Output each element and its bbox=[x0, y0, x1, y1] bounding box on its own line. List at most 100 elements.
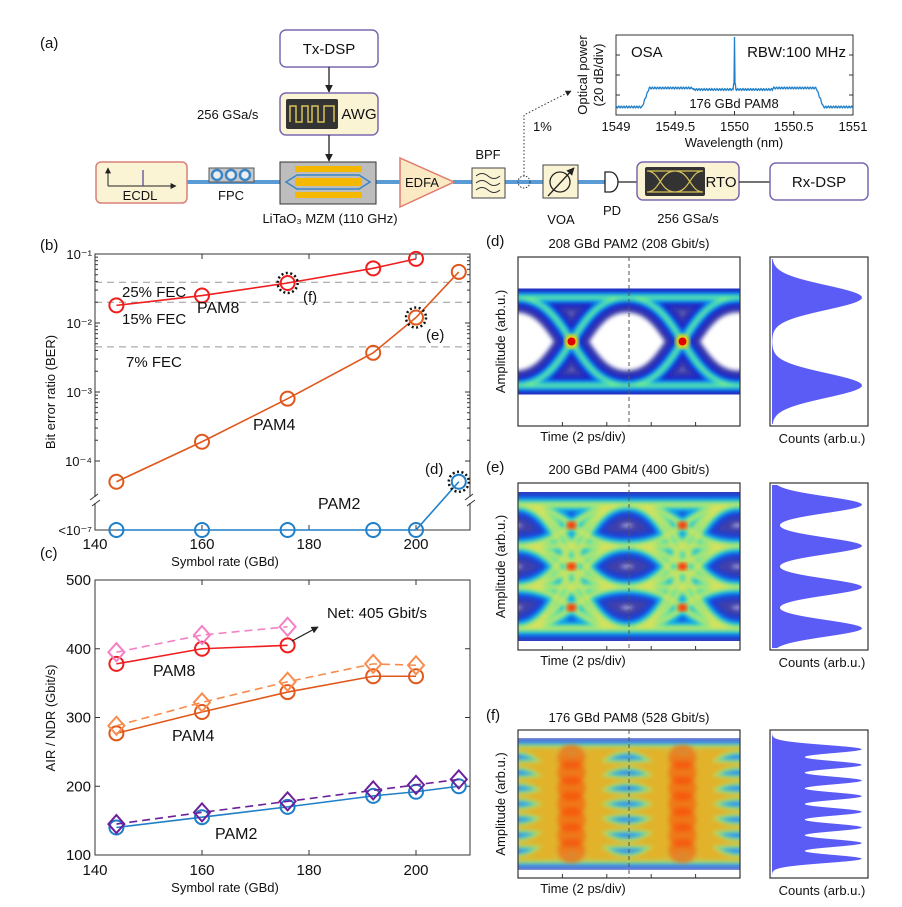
fpc-paddle-icon bbox=[238, 168, 252, 182]
data-point-ndr bbox=[408, 668, 424, 685]
data-point-air bbox=[406, 654, 426, 676]
eye-x-label: Time (2 ps/div) bbox=[540, 653, 625, 668]
data-point-air bbox=[449, 768, 469, 790]
tx-dsp-label: Tx-DSP bbox=[303, 41, 356, 58]
y-axis-label: Bit error ratio (BER) bbox=[43, 335, 58, 449]
amplifier-icon bbox=[399, 156, 456, 209]
histogram-x-label: Counts (arb.u.) bbox=[779, 883, 866, 898]
series-label: PAM2 bbox=[318, 496, 360, 513]
edfa-block: EDFA bbox=[399, 156, 456, 209]
attenuator-icon bbox=[549, 171, 571, 193]
air-chart: (c) 100 200 300 400 500 140 160 180 200 Symbol rat… bbox=[40, 545, 471, 895]
eye-heatmap bbox=[518, 485, 740, 648]
osa-label: OSA bbox=[631, 44, 663, 61]
data-point-ndr bbox=[450, 778, 467, 795]
x-tick-label: 1549 bbox=[602, 119, 631, 134]
data-point-ndr bbox=[365, 787, 382, 804]
data-point-ndr bbox=[194, 640, 210, 657]
x-tick-label: 200 bbox=[403, 862, 428, 879]
y-tick-label: 400 bbox=[66, 641, 91, 658]
data-point-pam2 bbox=[194, 522, 210, 538]
mzm-block: LiTaO₃ MZM (110 GHz) bbox=[262, 161, 398, 226]
series-line-air bbox=[116, 625, 288, 653]
x-tick-label: 140 bbox=[82, 536, 107, 553]
rto-rate: 256 GSa/s bbox=[657, 211, 719, 226]
data-point-air bbox=[363, 779, 383, 801]
y-tick-label: 10⁻⁴ bbox=[65, 454, 92, 469]
edfa-label: EDFA bbox=[405, 175, 439, 190]
series-label: PAM4 bbox=[253, 417, 295, 434]
x-tick-label: 140 bbox=[82, 862, 107, 879]
eye-y-label: Amplitude (arb.u.) bbox=[493, 752, 508, 855]
mzm-label: LiTaO₃ MZM (110 GHz) bbox=[262, 211, 397, 226]
fec-label: 25% FEC bbox=[122, 284, 186, 301]
tap-arrow bbox=[523, 90, 572, 176]
fpc-paddle-icon bbox=[210, 168, 224, 182]
eye-title: 208 GBd PAM2 (208 Gbit/s) bbox=[549, 236, 710, 251]
histogram-x-label: Counts (arb.u.) bbox=[779, 431, 866, 446]
series-label: PAM8 bbox=[153, 663, 195, 680]
data-point-air bbox=[278, 616, 297, 638]
highlight-marker bbox=[404, 306, 428, 329]
data-point-air bbox=[192, 624, 212, 646]
data-point-ndr bbox=[194, 704, 210, 720]
fec-label: 7% FEC bbox=[126, 354, 182, 371]
eye-panel-f: (f) 176 GBd PAM8 (528 Gbit/s) Time (2 ps/d… bbox=[486, 707, 869, 898]
histogram-frame bbox=[769, 729, 869, 879]
histogram-x-label: Counts (arb.u.) bbox=[779, 655, 866, 670]
panel-label-e: (e) bbox=[486, 459, 504, 476]
data-point-air bbox=[107, 641, 126, 663]
data-point-air bbox=[192, 691, 212, 713]
axis-break-icon bbox=[91, 499, 101, 507]
eye-title: 176 GBd PAM8 (528 Gbit/s) bbox=[549, 710, 710, 725]
histogram-fill bbox=[772, 732, 862, 876]
data-point-ndr bbox=[279, 684, 296, 701]
filter-wave-icon bbox=[475, 173, 501, 193]
data-point-ndr bbox=[194, 809, 210, 826]
axis-break-icon bbox=[89, 493, 99, 501]
highlight-marker bbox=[447, 470, 471, 494]
setup-diagram: (a) Tx-DSP AWG 256 GSa/s bbox=[40, 29, 869, 227]
data-point-pam8 bbox=[408, 250, 424, 267]
eye-title: 200 GBd PAM4 (400 Gbit/s) bbox=[549, 462, 710, 477]
voa-block: VOA bbox=[542, 164, 579, 227]
data-point-pam8 bbox=[365, 260, 382, 277]
y-tick-label: 100 bbox=[66, 847, 91, 864]
data-point-pam8 bbox=[108, 297, 125, 314]
y-tick-label: 200 bbox=[66, 778, 91, 795]
rto-label: RTO bbox=[705, 174, 736, 191]
highlight-marker bbox=[276, 271, 299, 295]
data-point-ndr bbox=[365, 668, 382, 685]
data-point-air bbox=[107, 813, 126, 835]
data-point-air bbox=[363, 653, 383, 675]
osa-spectrum-chart: 1549 1549.5 1550 1550.5 1551 OSA RBW:100 MHz 17… bbox=[575, 34, 867, 150]
x-tick-label: 1550.5 bbox=[774, 119, 814, 134]
axis-break-icon bbox=[464, 493, 474, 501]
data-point-pam2 bbox=[408, 522, 424, 538]
series-line-pam8 bbox=[116, 258, 417, 307]
highlight-label: (e) bbox=[426, 327, 444, 344]
panel-label-f: (f) bbox=[486, 707, 500, 724]
series-line-pam2 bbox=[116, 481, 460, 531]
data-point-air bbox=[192, 801, 212, 823]
tx-dsp-block: Tx-DSP bbox=[279, 29, 379, 68]
data-point-ndr bbox=[279, 798, 296, 815]
ecdl-label: ECDL bbox=[123, 188, 158, 203]
amplitude-histogram bbox=[769, 256, 869, 427]
x-axis-label: Symbol rate (GBd) bbox=[171, 880, 279, 895]
data-point-pam2 bbox=[108, 522, 125, 538]
data-point-air bbox=[107, 715, 126, 737]
panel-label-b: (b) bbox=[40, 237, 58, 254]
rx-dsp-block: Rx-DSP bbox=[769, 162, 869, 201]
y-tick-label: 500 bbox=[66, 572, 91, 589]
panel-label-a: (a) bbox=[40, 35, 58, 52]
y-tick-label: 10⁻¹ bbox=[66, 247, 92, 262]
voa-label: VOA bbox=[547, 212, 575, 227]
y-axis-label: Optical power bbox=[575, 35, 590, 115]
eye-y-label: Amplitude (arb.u.) bbox=[493, 290, 508, 393]
series-label: PAM8 bbox=[197, 300, 239, 317]
bpf-block: BPF bbox=[471, 147, 506, 199]
y-axis-label: AIR / NDR (Gbit/s) bbox=[43, 665, 58, 772]
x-tick-label: 180 bbox=[296, 862, 321, 879]
eye-frame bbox=[517, 729, 741, 879]
